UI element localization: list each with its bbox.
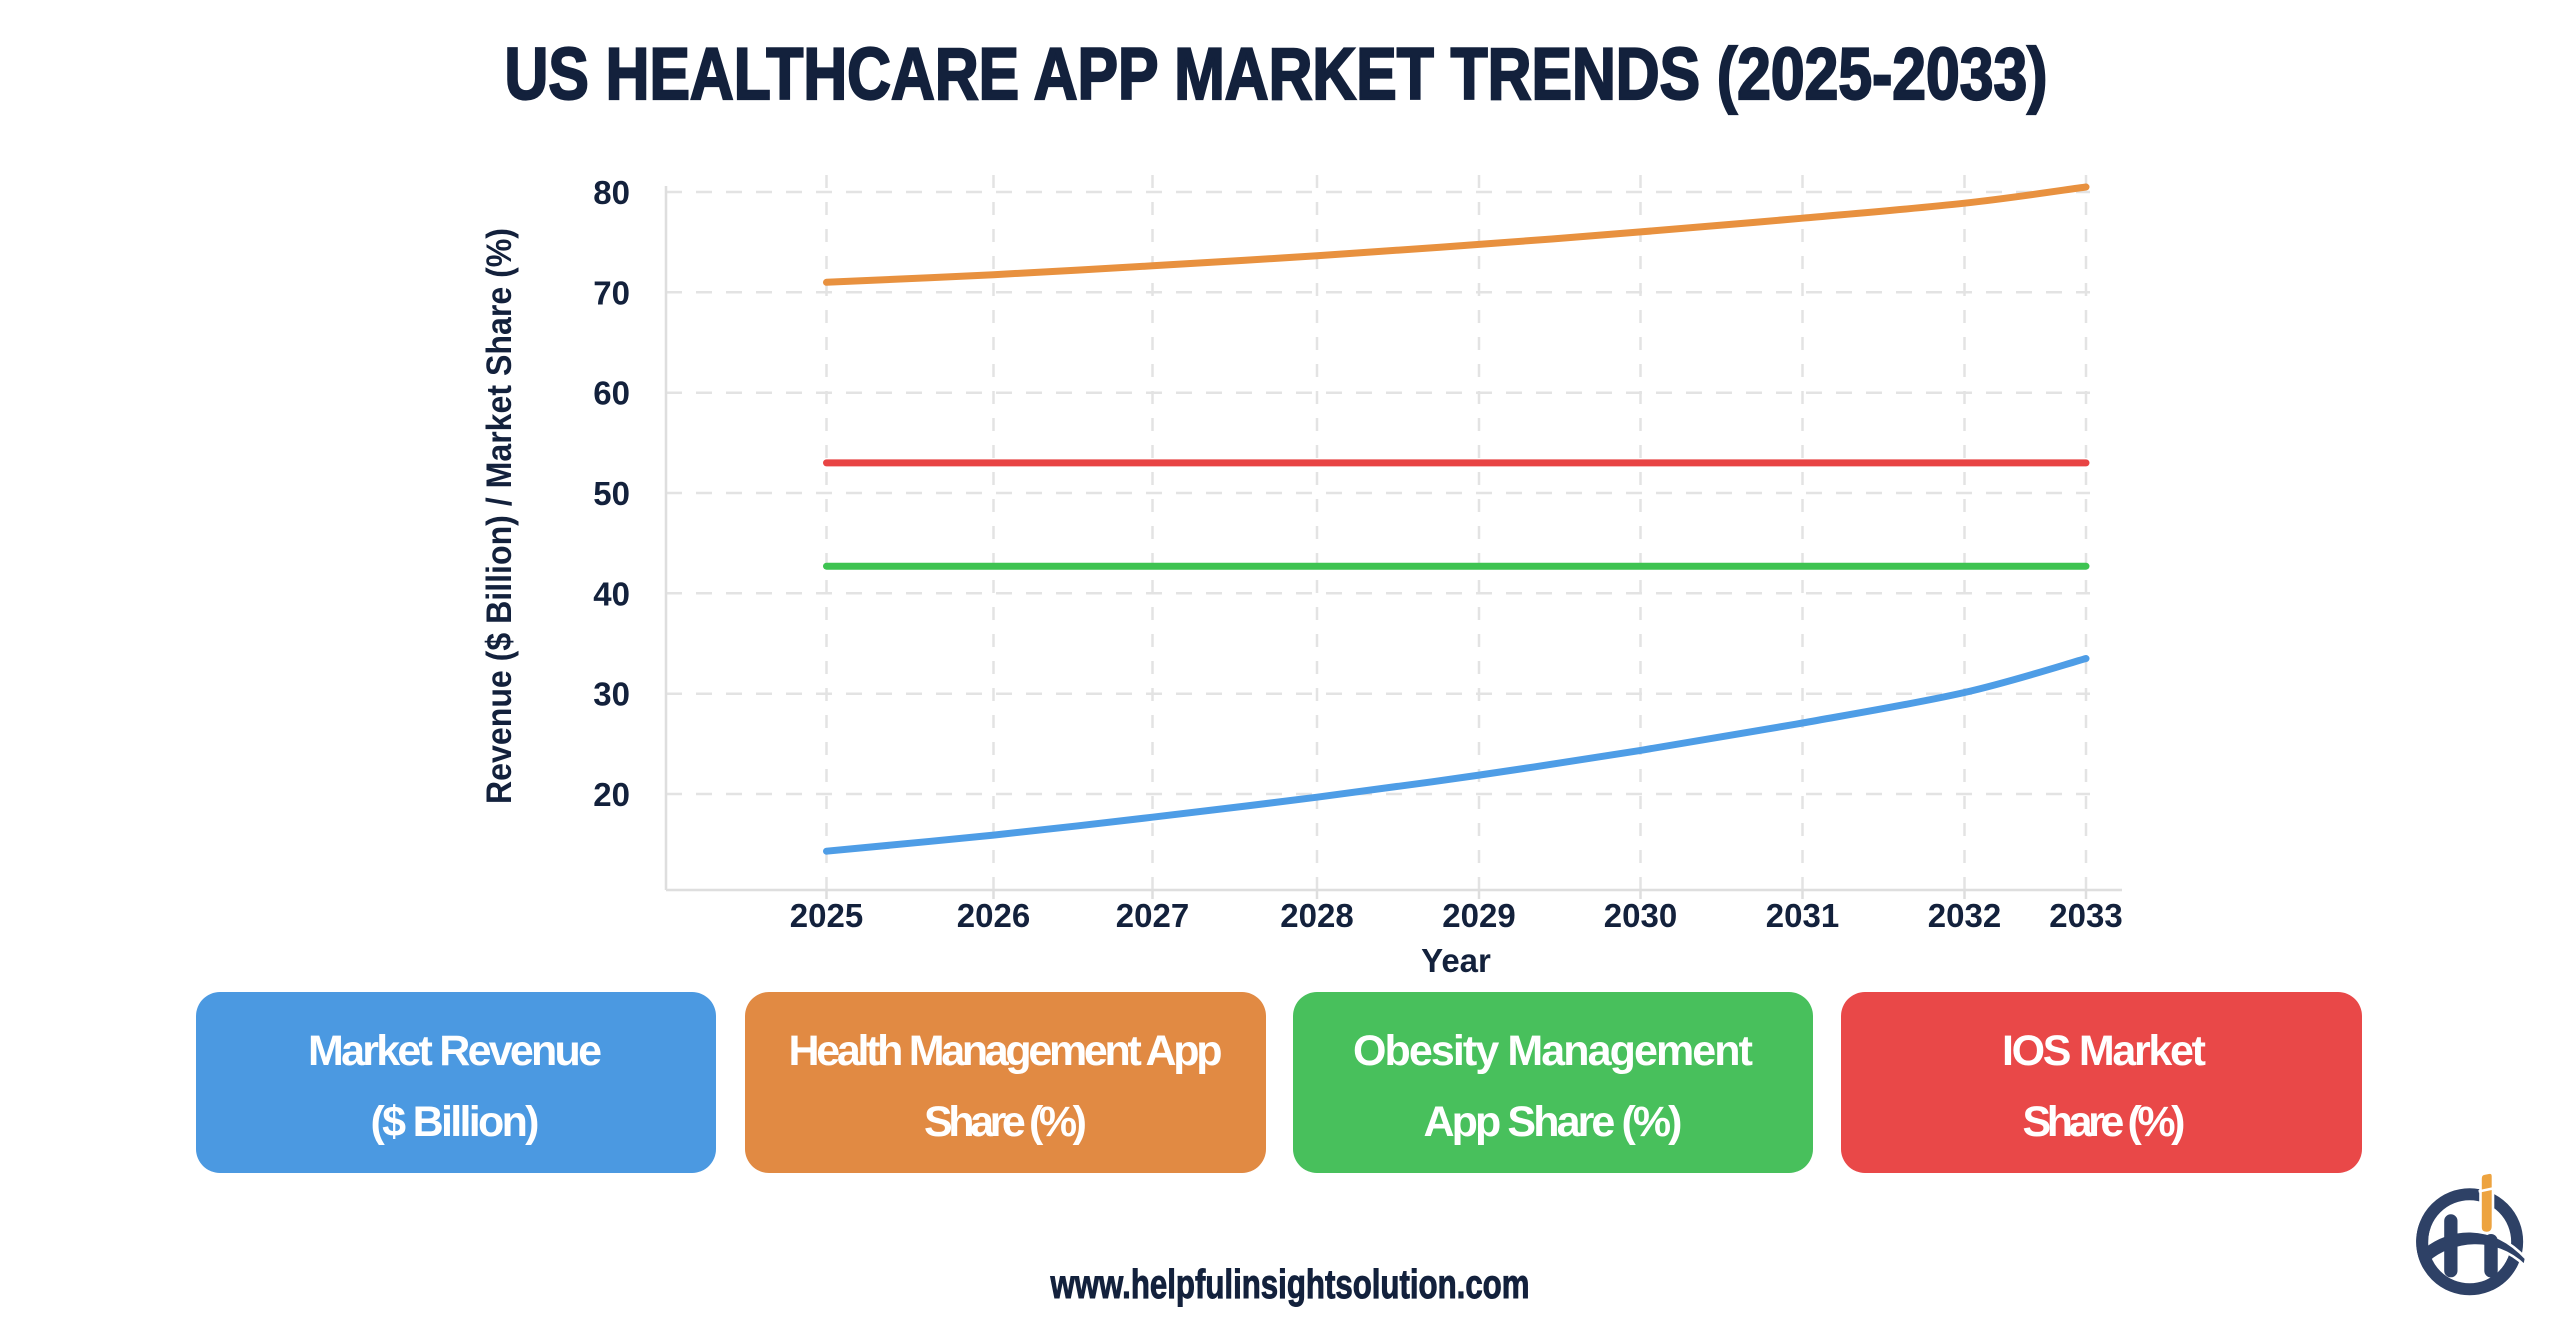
svg-text:Obesity Management: Obesity Management: [1353, 1027, 1753, 1075]
svg-text:Revenue ($ Billion) / Market S: Revenue ($ Billion) / Market Share (%): [480, 228, 519, 804]
svg-text:($ Billion): ($ Billion): [371, 1098, 540, 1146]
svg-text:2027: 2027: [1116, 897, 1189, 934]
svg-text:2033: 2033: [2049, 897, 2122, 934]
svg-text:2028: 2028: [1280, 897, 1353, 934]
svg-text:IOS Market: IOS Market: [2002, 1027, 2206, 1075]
svg-text:Share (%): Share (%): [924, 1098, 1087, 1146]
svg-text:2025: 2025: [790, 897, 863, 934]
svg-text:50: 50: [593, 475, 630, 512]
svg-text:40: 40: [593, 575, 630, 612]
svg-text:App Share (%): App Share (%): [1424, 1098, 1683, 1146]
svg-text:Share (%): Share (%): [2023, 1098, 2186, 1146]
svg-text:Market Revenue: Market Revenue: [308, 1027, 602, 1075]
svg-text:2032: 2032: [1928, 897, 2001, 934]
svg-text:2029: 2029: [1442, 897, 1515, 934]
svg-text:20: 20: [593, 776, 630, 813]
svg-text:60: 60: [593, 375, 630, 412]
svg-text:70: 70: [593, 274, 630, 311]
svg-text:80: 80: [593, 174, 630, 211]
svg-text:2026: 2026: [957, 897, 1030, 934]
svg-text:Year: Year: [1421, 942, 1491, 979]
svg-text:2031: 2031: [1766, 897, 1839, 934]
svg-text:www.helpfulinsightsolution.com: www.helpfulinsightsolution.com: [1050, 1261, 1530, 1307]
svg-text:2030: 2030: [1604, 897, 1677, 934]
svg-text:Health Management App: Health Management App: [789, 1027, 1223, 1075]
svg-text:US HEALTHCARE APP MARKET TREND: US HEALTHCARE APP MARKET TRENDS (2025-20…: [505, 34, 2048, 115]
svg-text:30: 30: [593, 676, 630, 713]
